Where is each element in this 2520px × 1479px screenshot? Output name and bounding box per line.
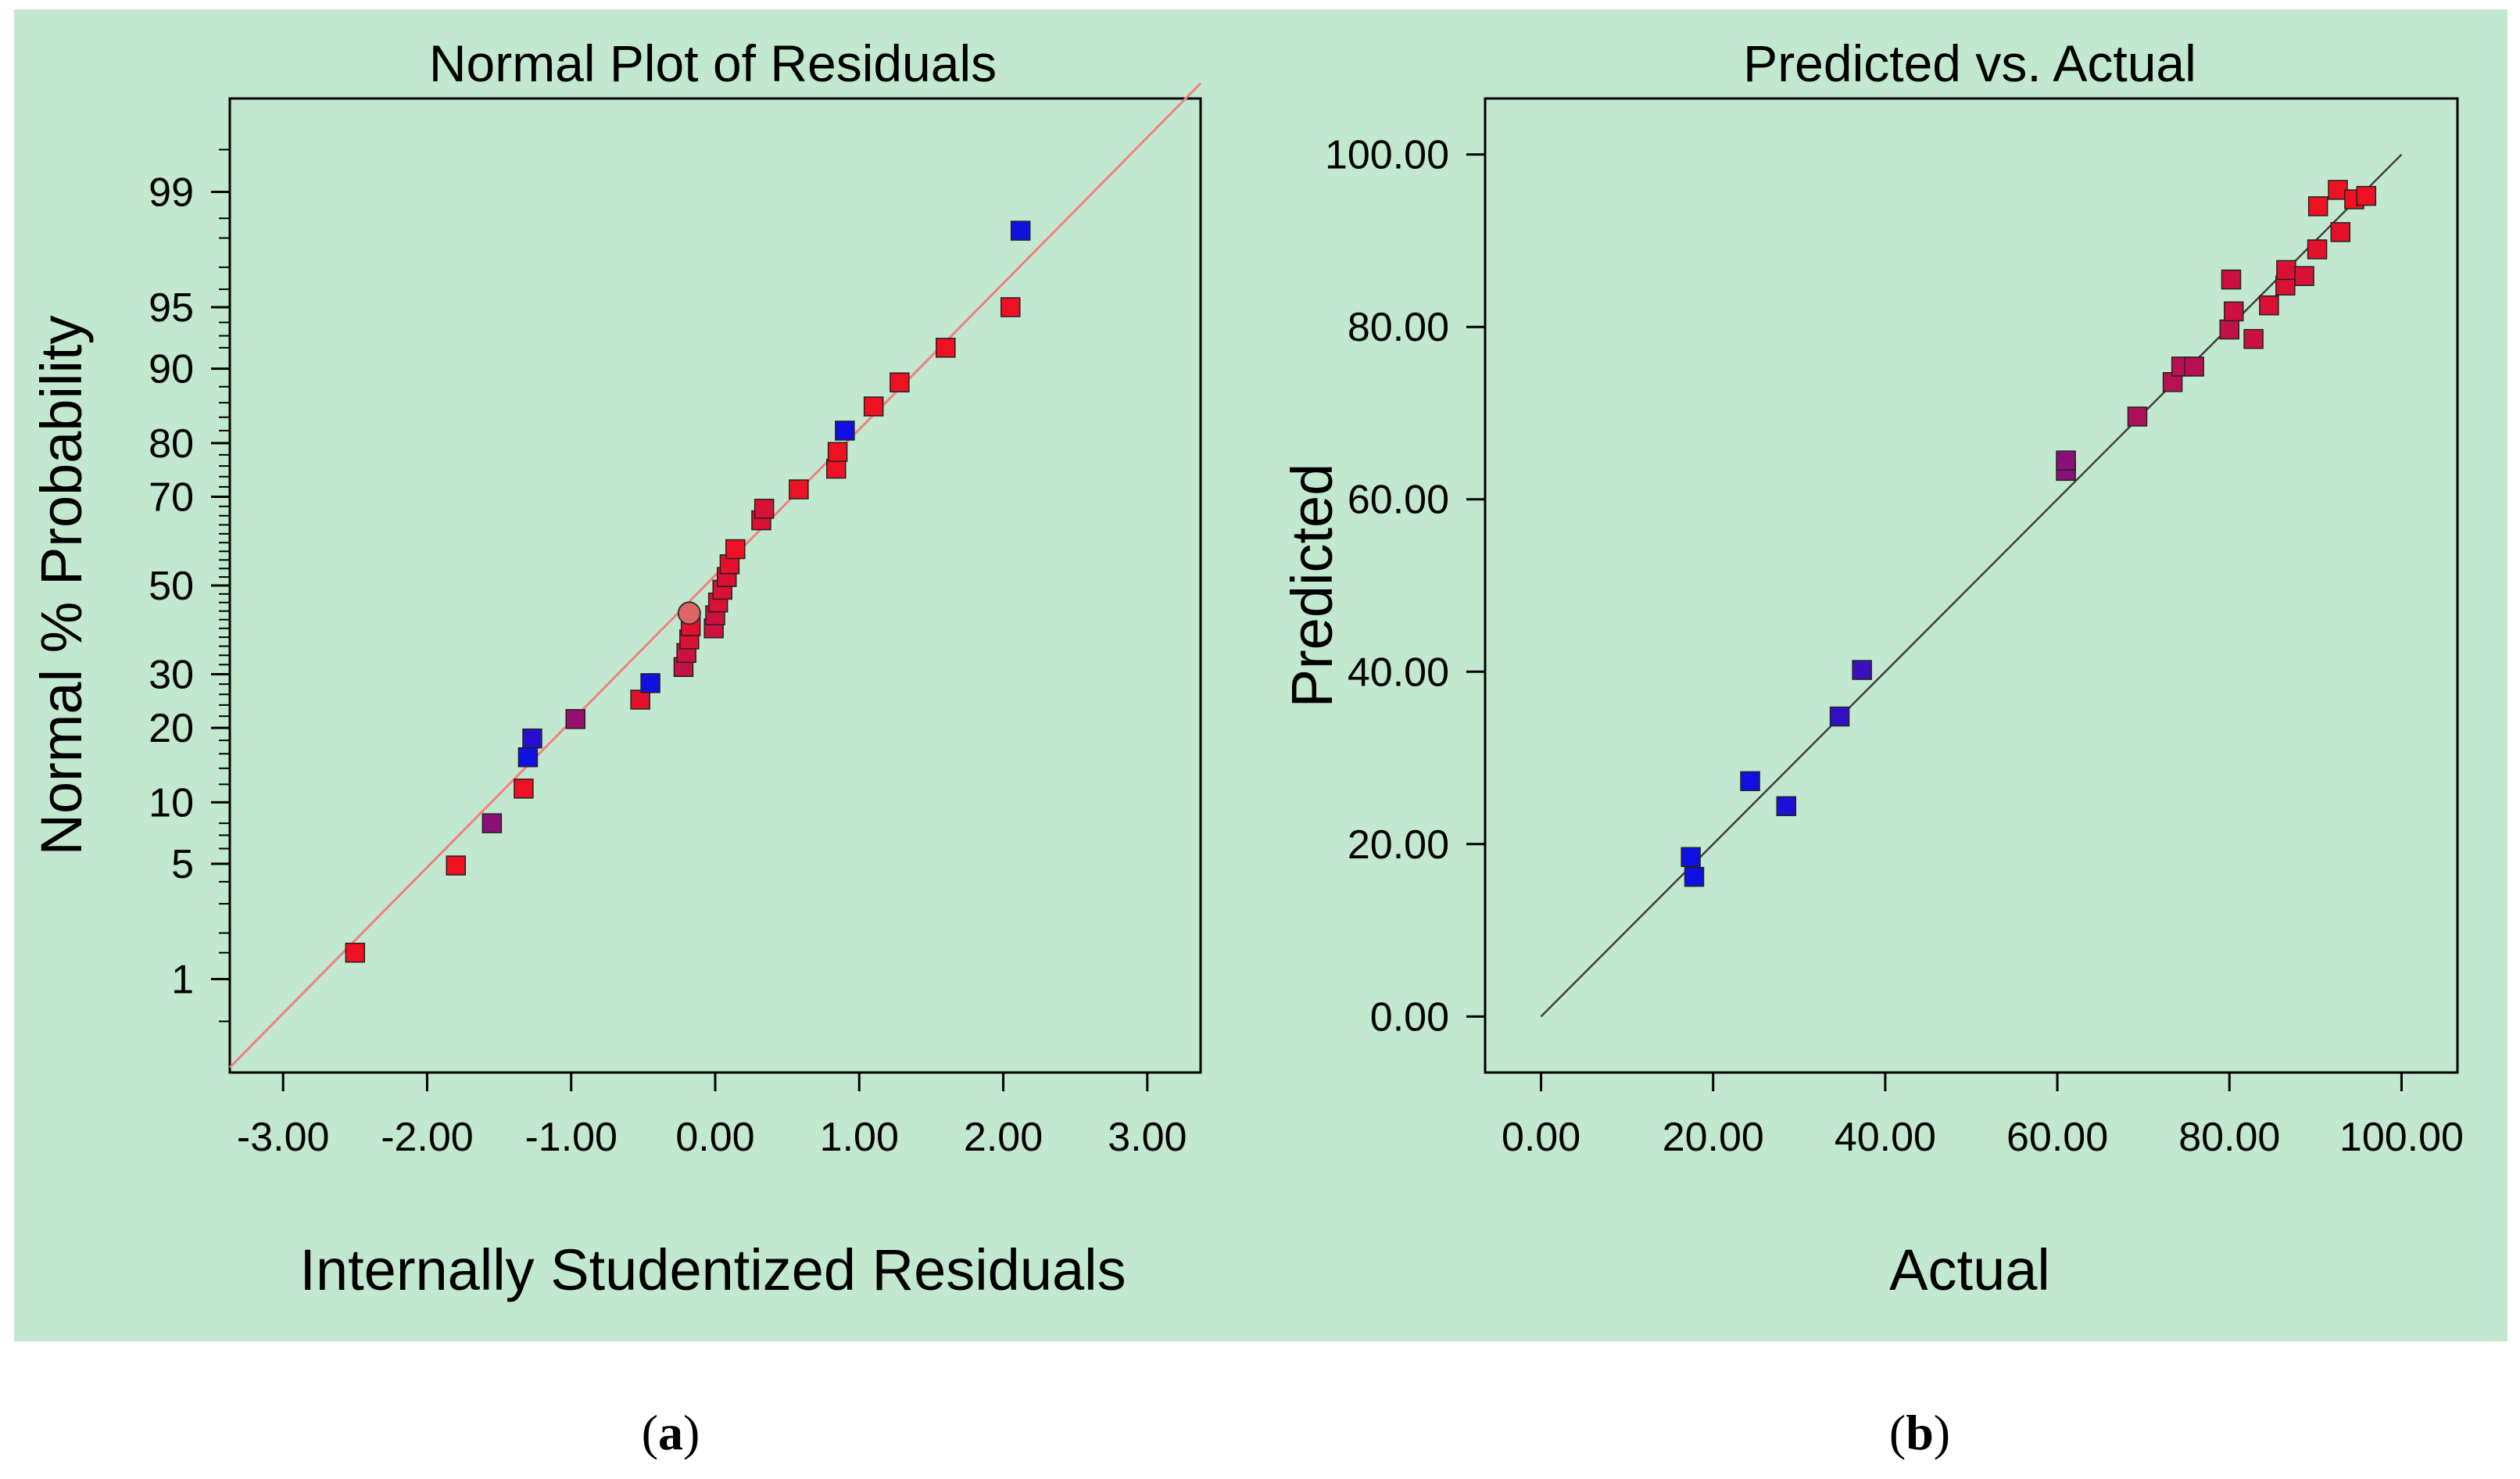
prediction-point <box>1776 796 1797 817</box>
residual-point <box>514 779 534 799</box>
y-tick-label: 60.00 <box>1348 478 1449 523</box>
x-tick-label: 60.00 <box>2006 1115 2108 1160</box>
prediction-point <box>2243 328 2264 349</box>
x-tick-label: 40.00 <box>1835 1115 1936 1160</box>
caption-a: (a) <box>642 1405 700 1460</box>
predicted-vs-actual-panel: Predicted vs. Actual 0.00 20.00 40.00 60.00… <box>1280 34 2464 1302</box>
residual-point <box>827 442 848 462</box>
prediction-point <box>2294 266 2314 286</box>
caption-b: (b) <box>1889 1405 1950 1460</box>
x-tick-label: 0.00 <box>675 1115 754 1160</box>
y-tick-label: 100.00 <box>1325 133 1449 178</box>
prediction-point <box>2307 239 2328 260</box>
x-tick-label: 80.00 <box>2178 1115 2280 1160</box>
y-tick-label: 1 <box>171 958 194 1003</box>
residual-point <box>789 479 809 500</box>
panel-a-title: Normal Plot of Residuals <box>429 34 997 92</box>
x-tick-label: 100.00 <box>2339 1115 2464 1160</box>
residual-point <box>640 673 660 693</box>
residual-point <box>345 942 366 963</box>
panel-a-x-axis-label: Internally Studentized Residuals <box>299 1237 1126 1302</box>
x-tick-label: 20.00 <box>1663 1115 1764 1160</box>
x-tick-label: -2.00 <box>381 1115 474 1160</box>
residual-point <box>517 747 539 768</box>
residual-point <box>725 539 746 560</box>
y-tick-label: 5 <box>171 842 194 887</box>
residual-point <box>630 689 650 710</box>
y-tick-label: 20 <box>149 706 194 751</box>
prediction-point <box>2330 222 2351 242</box>
panel-b-x-axis-label: Actual <box>1889 1237 2050 1302</box>
prediction-point <box>1829 706 1850 727</box>
residual-point <box>565 709 586 729</box>
prediction-point <box>2219 319 2240 340</box>
residual-point <box>719 554 740 575</box>
chart-background <box>14 9 2507 1341</box>
panel-b-y-axis-label: Predicted <box>1280 464 1344 708</box>
x-tick-label: 3.00 <box>1108 1115 1187 1160</box>
y-tick-label: 40.00 <box>1348 650 1449 695</box>
prediction-point <box>2127 406 2148 427</box>
residual-point <box>522 728 542 749</box>
y-tick-label: 30 <box>149 653 194 698</box>
residual-point <box>1000 297 1021 317</box>
prediction-point <box>2307 196 2328 217</box>
prediction-point <box>2276 260 2296 281</box>
panel-a-y-axis-label: Normal % Probability <box>29 316 94 856</box>
y-tick-label: 10 <box>149 780 194 825</box>
y-tick-label: 95 <box>149 285 194 331</box>
residual-point <box>835 421 855 441</box>
normal-plot-panel: Normal Plot of Residuals -3.00 -2.00 -1.00… <box>29 34 1202 1302</box>
prediction-point <box>1681 847 1701 868</box>
x-tick-label: -3.00 <box>237 1115 330 1160</box>
residual-point <box>936 338 956 358</box>
panel-b-title: Predicted vs. Actual <box>1743 34 2196 92</box>
y-tick-label: 80 <box>149 421 194 467</box>
y-tick-label: 90 <box>149 347 194 392</box>
residual-point <box>481 813 503 833</box>
residual-point <box>753 499 775 519</box>
residual-point <box>863 396 884 417</box>
prediction-point <box>2259 295 2279 316</box>
residual-point <box>1010 220 1031 241</box>
prediction-point <box>1684 866 1705 887</box>
normal-reference-line <box>228 82 1202 1069</box>
residual-point <box>890 372 910 392</box>
y-tick-label: 80.00 <box>1348 305 1449 350</box>
y-tick-label: 99 <box>149 170 194 215</box>
residual-point <box>826 458 847 479</box>
prediction-point <box>2356 185 2377 206</box>
y-tick-label: 50 <box>149 564 194 609</box>
prediction-point <box>1852 660 1872 680</box>
residual-point <box>446 855 467 876</box>
prediction-point <box>2184 356 2204 377</box>
prediction-point <box>2221 269 2242 290</box>
y-tick-label: 70 <box>149 474 194 520</box>
highlighted-point <box>677 601 701 625</box>
x-tick-label: -1.00 <box>524 1115 617 1160</box>
prediction-point <box>2224 301 2244 322</box>
x-tick-label: 2.00 <box>964 1115 1043 1160</box>
x-tick-label: 0.00 <box>1502 1115 1580 1160</box>
y-tick-label: 20.00 <box>1348 822 1449 868</box>
prediction-point <box>1740 771 1760 792</box>
x-tick-label: 1.00 <box>820 1115 899 1160</box>
panel-b-plot-area <box>1484 97 2459 1074</box>
prediction-point <box>2056 450 2076 471</box>
y-tick-label: 0.00 <box>1370 994 1449 1040</box>
